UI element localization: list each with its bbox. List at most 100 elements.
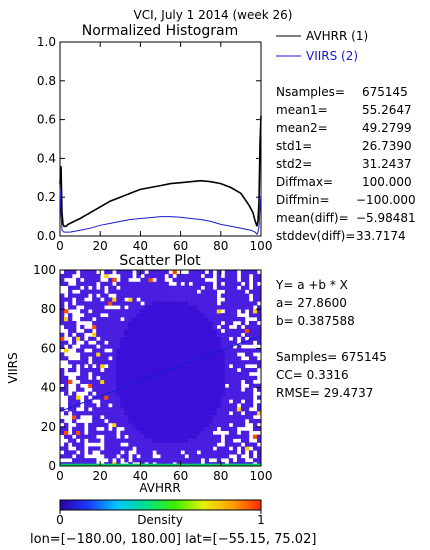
density-cell [168, 285, 173, 290]
density-cell [224, 270, 230, 275]
density-cell [132, 368, 137, 373]
density-cell [152, 422, 157, 428]
density-cell [184, 336, 189, 341]
density-cell [208, 270, 214, 275]
density-cell [204, 422, 210, 428]
density-cell [180, 418, 185, 424]
density-cell [204, 426, 210, 432]
density-cell [76, 415, 81, 420]
density-cell [140, 438, 145, 443]
density-cell [108, 301, 113, 306]
density-cell [196, 297, 201, 302]
density-cell [88, 450, 93, 455]
density-cell [204, 391, 210, 396]
density-cell [88, 270, 93, 275]
density-cell [148, 446, 153, 451]
density-cell [124, 391, 129, 396]
density-cell [128, 387, 133, 392]
density-cell [124, 360, 129, 365]
density-cell [156, 336, 161, 341]
density-cell [96, 422, 101, 428]
density-cell [172, 348, 177, 353]
density-cell [164, 360, 169, 365]
density-cell [164, 371, 169, 377]
density-cell [60, 375, 65, 381]
density-cell [140, 289, 145, 294]
density-cell [148, 450, 153, 455]
density-cell [240, 293, 246, 298]
density-cell [232, 356, 238, 361]
density-cell [208, 418, 214, 424]
density-cell [200, 364, 206, 369]
density-cell [160, 309, 165, 314]
density-cell [140, 344, 145, 349]
density-cell [144, 454, 149, 459]
density-cell [148, 364, 153, 369]
density-cell [80, 344, 85, 349]
density-cell [200, 336, 206, 341]
density-cell [232, 313, 238, 318]
density-cell [136, 305, 141, 310]
density-cell [200, 426, 206, 432]
density-cell [220, 395, 226, 400]
density-cell [152, 403, 157, 408]
density-cell [148, 442, 153, 447]
density-cell [204, 395, 210, 400]
density-cell [168, 446, 173, 451]
density-cell [112, 360, 117, 365]
density-cell [140, 375, 145, 381]
density-cell [192, 289, 197, 294]
density-cell [192, 305, 197, 310]
density-cell [216, 356, 222, 361]
density-cell [72, 324, 77, 330]
density-cell [184, 418, 189, 424]
density-cell [128, 375, 133, 381]
density-cell [232, 430, 238, 435]
density-cell [212, 344, 218, 349]
density-cell [84, 356, 89, 361]
density-cell [200, 324, 206, 330]
density-cell [156, 297, 161, 302]
density-cell [208, 450, 214, 455]
density-cell [72, 415, 77, 420]
density-cell [128, 328, 133, 334]
density-cell [72, 438, 77, 443]
density-cell [176, 352, 181, 357]
density-cell [108, 454, 113, 459]
density-cell [156, 356, 161, 361]
density-cell [124, 430, 129, 435]
density-cell [140, 305, 145, 310]
density-cell [256, 411, 261, 416]
density-cell [196, 305, 201, 310]
density-cell [144, 301, 149, 306]
density-cell [180, 273, 185, 279]
density-cell [60, 426, 65, 432]
density-cell [224, 438, 230, 443]
density-cell [84, 368, 89, 373]
density-cell [232, 415, 238, 420]
density-cell [232, 285, 238, 290]
density-cell [160, 383, 165, 388]
density-cell [184, 309, 189, 314]
density-cell [216, 418, 222, 424]
density-cell [160, 301, 165, 306]
density-cell [200, 411, 206, 416]
density-cell [184, 387, 189, 392]
density-cell [124, 348, 129, 353]
density-cell [164, 320, 169, 326]
histogram-lines [59, 115, 262, 235]
density-cell [228, 395, 234, 400]
density-cell [160, 403, 165, 408]
density-cell [104, 442, 109, 447]
density-cell [104, 379, 109, 384]
density-cell [104, 352, 109, 357]
density-cell [188, 430, 193, 435]
density-cell [92, 356, 97, 361]
density-cell [136, 442, 141, 447]
density-cell [140, 403, 145, 408]
density-cell [92, 285, 97, 290]
density-cell [236, 415, 242, 420]
density-cell [112, 364, 117, 369]
density-cell [136, 446, 141, 451]
